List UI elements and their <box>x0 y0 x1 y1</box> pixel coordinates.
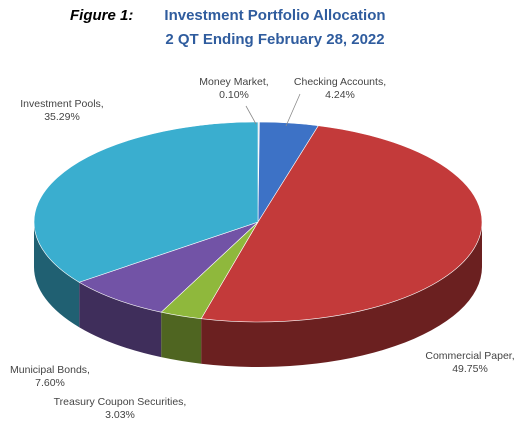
slice <box>200 125 483 323</box>
slice-value-label: 0.10% <box>219 89 249 101</box>
slice <box>78 221 259 313</box>
slice-label: Checking Accounts, <box>294 76 386 88</box>
leader-line <box>245 105 257 125</box>
slice-label: Treasury Coupon Securities, <box>54 396 187 408</box>
slice-label: Money Market, <box>199 76 268 88</box>
leader-line <box>285 93 301 127</box>
slice <box>33 121 259 283</box>
slice-side <box>161 312 202 364</box>
chart-title: Investment Portfolio Allocation <box>164 7 385 24</box>
slice-label: Investment Pools, <box>20 98 103 110</box>
figure-label: Figure 1: <box>70 7 133 24</box>
slice-side <box>201 222 482 367</box>
slice-value-label: 7.60% <box>35 377 65 389</box>
slice-label: Commercial Paper, <box>425 350 514 362</box>
slice-side <box>34 222 80 328</box>
slice-label: Municipal Bonds, <box>10 364 90 376</box>
slice-value-label: 49.75% <box>452 363 488 375</box>
slice-side <box>79 282 162 358</box>
slice-value-label: 4.24% <box>325 89 355 101</box>
slice-value-label: 3.03% <box>105 409 135 421</box>
chart-subtitle: 2 QT Ending February 28, 2022 <box>165 31 384 48</box>
slice-value-label: 35.29% <box>44 111 80 123</box>
